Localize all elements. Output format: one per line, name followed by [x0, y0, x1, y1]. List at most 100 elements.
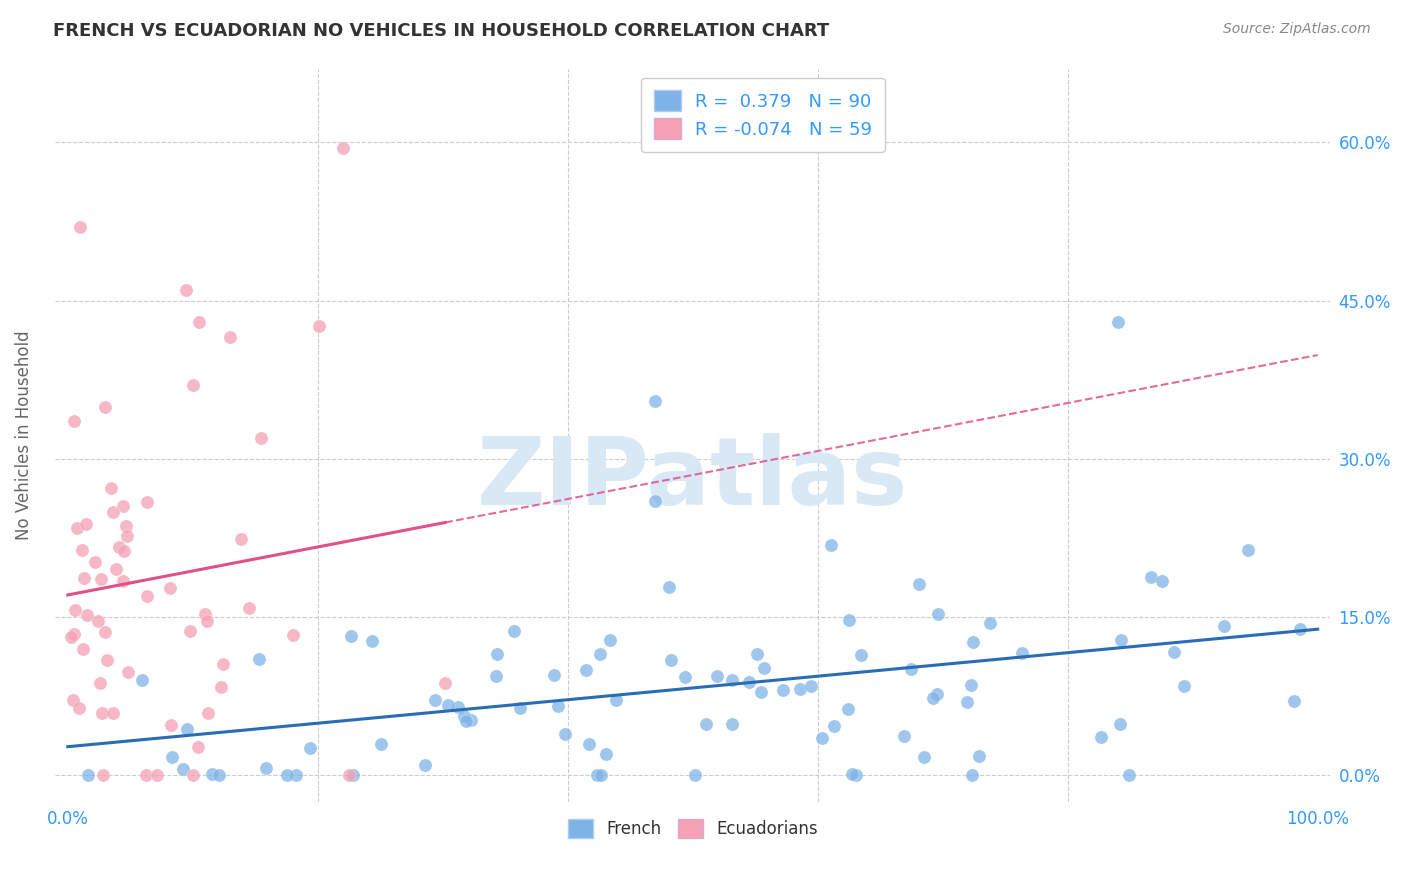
Text: ZIPatlas: ZIPatlas	[477, 433, 908, 525]
Point	[70, 543, 93, 558]
Point	[789, 682, 811, 697]
Point	[752, 660, 775, 674]
Point	[979, 615, 1001, 630]
Point	[229, 532, 252, 546]
Point	[1150, 574, 1173, 589]
Point	[160, 750, 183, 764]
Point	[599, 632, 621, 647]
Point	[1282, 694, 1305, 708]
Point	[554, 727, 576, 741]
Point	[841, 766, 863, 780]
Point	[77, 768, 100, 782]
Point	[145, 768, 167, 782]
Point	[179, 624, 201, 638]
Point	[111, 499, 134, 513]
Text: FRENCH VS ECUADORIAN NO VEHICLES IN HOUSEHOLD CORRELATION CHART: FRENCH VS ECUADORIAN NO VEHICLES IN HOUS…	[53, 22, 830, 40]
Point	[1237, 542, 1260, 557]
Point	[201, 766, 224, 780]
Point	[960, 768, 983, 782]
Point	[1109, 632, 1132, 647]
Point	[1173, 679, 1195, 693]
Point	[187, 739, 209, 754]
Point	[69, 219, 91, 234]
Point	[188, 315, 211, 329]
Point	[820, 538, 842, 552]
Point	[159, 581, 181, 595]
Point	[370, 738, 392, 752]
Point	[111, 574, 134, 588]
Point	[578, 738, 600, 752]
Point	[658, 580, 681, 594]
Point	[219, 330, 242, 344]
Point	[91, 706, 114, 720]
Point	[589, 768, 612, 782]
Point	[197, 706, 219, 720]
Point	[575, 663, 598, 677]
Legend: French, Ecuadorians: French, Ecuadorians	[561, 812, 824, 845]
Point	[299, 741, 322, 756]
Point	[1139, 570, 1161, 584]
Point	[503, 624, 526, 639]
Point	[543, 668, 565, 682]
Point	[332, 141, 354, 155]
Point	[103, 706, 125, 721]
Point	[181, 378, 204, 392]
Point	[94, 624, 117, 639]
Point	[195, 614, 218, 628]
Point	[115, 529, 138, 543]
Point	[117, 665, 139, 679]
Point	[361, 633, 384, 648]
Point	[160, 718, 183, 732]
Point	[176, 723, 198, 737]
Point	[342, 768, 364, 782]
Point	[250, 431, 273, 445]
Point	[96, 652, 118, 666]
Point	[900, 662, 922, 676]
Point	[585, 768, 607, 782]
Point	[927, 607, 949, 621]
Point	[209, 681, 232, 695]
Point	[1090, 730, 1112, 744]
Point	[135, 768, 157, 782]
Point	[589, 647, 612, 661]
Point	[967, 748, 990, 763]
Point	[453, 708, 475, 723]
Point	[605, 693, 627, 707]
Point	[281, 628, 304, 642]
Point	[721, 716, 744, 731]
Point	[62, 627, 84, 641]
Point	[94, 400, 117, 414]
Point	[893, 729, 915, 743]
Point	[340, 629, 363, 643]
Point	[749, 685, 772, 699]
Point	[211, 657, 233, 671]
Point	[956, 695, 979, 709]
Point	[912, 749, 935, 764]
Point	[66, 520, 89, 534]
Point	[838, 613, 860, 627]
Point	[595, 747, 617, 761]
Point	[135, 495, 157, 509]
Point	[63, 603, 86, 617]
Point	[460, 713, 482, 727]
Point	[62, 693, 84, 707]
Point	[308, 319, 330, 334]
Point	[644, 393, 666, 408]
Point	[135, 589, 157, 603]
Point	[547, 698, 569, 713]
Point	[849, 648, 872, 662]
Point	[207, 768, 229, 782]
Point	[181, 768, 204, 782]
Point	[673, 670, 696, 684]
Point	[837, 702, 859, 716]
Point	[1011, 646, 1033, 660]
Point	[921, 690, 943, 705]
Point	[1107, 315, 1129, 329]
Point	[415, 758, 437, 772]
Point	[131, 673, 153, 687]
Point	[485, 647, 508, 661]
Point	[91, 768, 114, 782]
Point	[695, 717, 717, 731]
Point	[661, 653, 683, 667]
Point	[90, 572, 112, 586]
